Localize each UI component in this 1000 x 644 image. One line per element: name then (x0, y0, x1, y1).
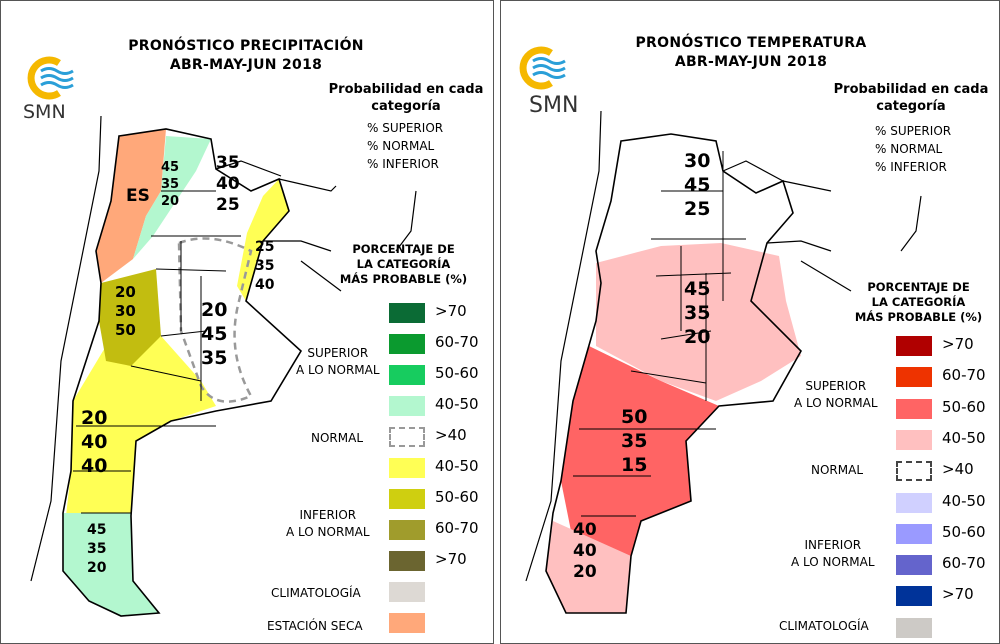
normal-dashed-area (177, 237, 253, 403)
region-values: 50 35 15 (621, 406, 648, 476)
neighbor-borders (30, 115, 417, 582)
legend-label: 40-50 (942, 491, 986, 510)
estacion-seca-color-swatch (389, 613, 425, 633)
legend-swatch (389, 520, 425, 540)
logo-text: SMN (23, 101, 66, 123)
region-values: 45 35 20 (87, 522, 107, 576)
region-values: 30 45 25 (684, 150, 711, 220)
temperature-map (519, 46, 922, 614)
legend-swatch (896, 555, 932, 576)
temperature-forecast-panel: SMN PRONÓSTICO TEMPERATURA ABR-MAY-JUN 20… (500, 0, 1000, 644)
region-orange-dry (96, 129, 166, 283)
legend-label: 60-70 (942, 554, 986, 573)
legend-swatch (389, 489, 425, 509)
legend-swatch (896, 367, 932, 388)
country-outline (62, 128, 303, 617)
region-values: 20 30 50 (115, 283, 136, 339)
climatologia-label: CLIMATOLOGÍA (271, 586, 361, 600)
map-title: PRONÓSTICO TEMPERATURA ABR-MAY-JUN 2018 (635, 35, 867, 70)
legend-swatch (389, 551, 425, 571)
logo-text: SMN (529, 93, 579, 118)
region-values: 40 40 20 (573, 520, 597, 582)
neighbor-borders (525, 110, 922, 582)
legend-swatch (389, 303, 425, 323)
region-values: 20 40 40 (81, 407, 108, 477)
group-superior: SUPERIOR A LO NORMAL (794, 379, 878, 410)
group-inferior: INFERIOR A LO NORMAL (791, 538, 875, 569)
group-superior: SUPERIOR A LO NORMAL (296, 346, 380, 377)
map-title: PRONÓSTICO PRECIPITACIÓN ABR-MAY-JUN 2018 (128, 38, 364, 73)
climatologia-color-swatch (896, 617, 932, 638)
legend-swatch (389, 458, 425, 478)
legend-swatch (389, 396, 425, 416)
legend-label: >40 (942, 460, 974, 479)
legend-label: 60-70 (942, 366, 986, 385)
region-olive-cuyo (99, 269, 161, 366)
legend-swatch (896, 461, 932, 482)
group-inferior: INFERIOR A LO NORMAL (286, 508, 370, 539)
group-normal: NORMAL (811, 463, 864, 477)
legend-label: 40-50 (435, 395, 479, 413)
legend-label: >70 (435, 550, 467, 568)
legend-label: 50-60 (435, 364, 479, 382)
probability-heading: Probabilidad en cada categoría (328, 82, 484, 114)
legend-swatch (389, 334, 425, 354)
legend-swatch (896, 429, 932, 450)
precipitation-forecast-panel: SMN PRONÓSTICO PRECIPITACIÓN ABR-MAY-JUN … (0, 0, 494, 644)
estacion-seca-label: ESTACIÓN SECA (267, 619, 363, 633)
province-borders (73, 190, 241, 514)
region-values: 45 35 20 (684, 278, 711, 348)
legend-swatch (896, 523, 932, 544)
legend-swatch (389, 365, 425, 385)
legend-swatch (896, 336, 932, 356)
region-values: 25 35 40 (255, 239, 275, 293)
region-values: 20 45 35 (201, 299, 228, 369)
climatologia-label: CLIMATOLOGÍA (779, 619, 869, 633)
region-green-north (133, 136, 211, 259)
region-values: 45 35 20 (161, 160, 180, 209)
legend-swatch (896, 398, 932, 419)
smn-logo (519, 46, 566, 90)
region-pink-south (546, 521, 631, 613)
percent-heading: PORCENTAJE DE LA CATEGORÍA MÁS PROBABLE (%… (339, 242, 468, 286)
region-red-patagonia (561, 346, 719, 556)
legend-label: 50-60 (942, 522, 986, 541)
legend-swatch (389, 427, 425, 447)
legend-label: >70 (942, 335, 974, 353)
region-values: 35 40 25 (216, 153, 240, 215)
region-green-south (63, 513, 159, 616)
legend-label: >70 (942, 585, 974, 604)
group-normal: NORMAL (311, 431, 364, 445)
legend-label: >40 (435, 426, 467, 444)
climatologia-color-swatch (389, 582, 425, 602)
legend-label: 40-50 (435, 457, 479, 475)
province-borders (573, 151, 746, 517)
legend-label: 40-50 (942, 428, 986, 447)
precipitation-map (27, 56, 417, 617)
legend-label: 60-70 (435, 333, 479, 351)
category-key: % SUPERIOR% NORMAL% INFERIOR (367, 121, 444, 171)
smn-logo (27, 56, 74, 100)
category-key: % SUPERIOR% NORMAL% INFERIOR (875, 124, 952, 174)
percent-heading: PORCENTAJE DE LA CATEGORÍA MÁS PROBABLE (%… (854, 280, 983, 324)
legend-label: 60-70 (435, 519, 479, 537)
legend-swatch (896, 586, 932, 607)
region-values: ES (126, 186, 150, 206)
region-pink-center (596, 243, 801, 401)
legend-label: >70 (435, 302, 467, 320)
probability-heading: Probabilidad en cada categoría (833, 82, 989, 114)
legend-swatch (896, 492, 932, 513)
country-outline (545, 133, 802, 614)
legend-label: 50-60 (942, 397, 986, 416)
legend-label: 50-60 (435, 488, 479, 506)
